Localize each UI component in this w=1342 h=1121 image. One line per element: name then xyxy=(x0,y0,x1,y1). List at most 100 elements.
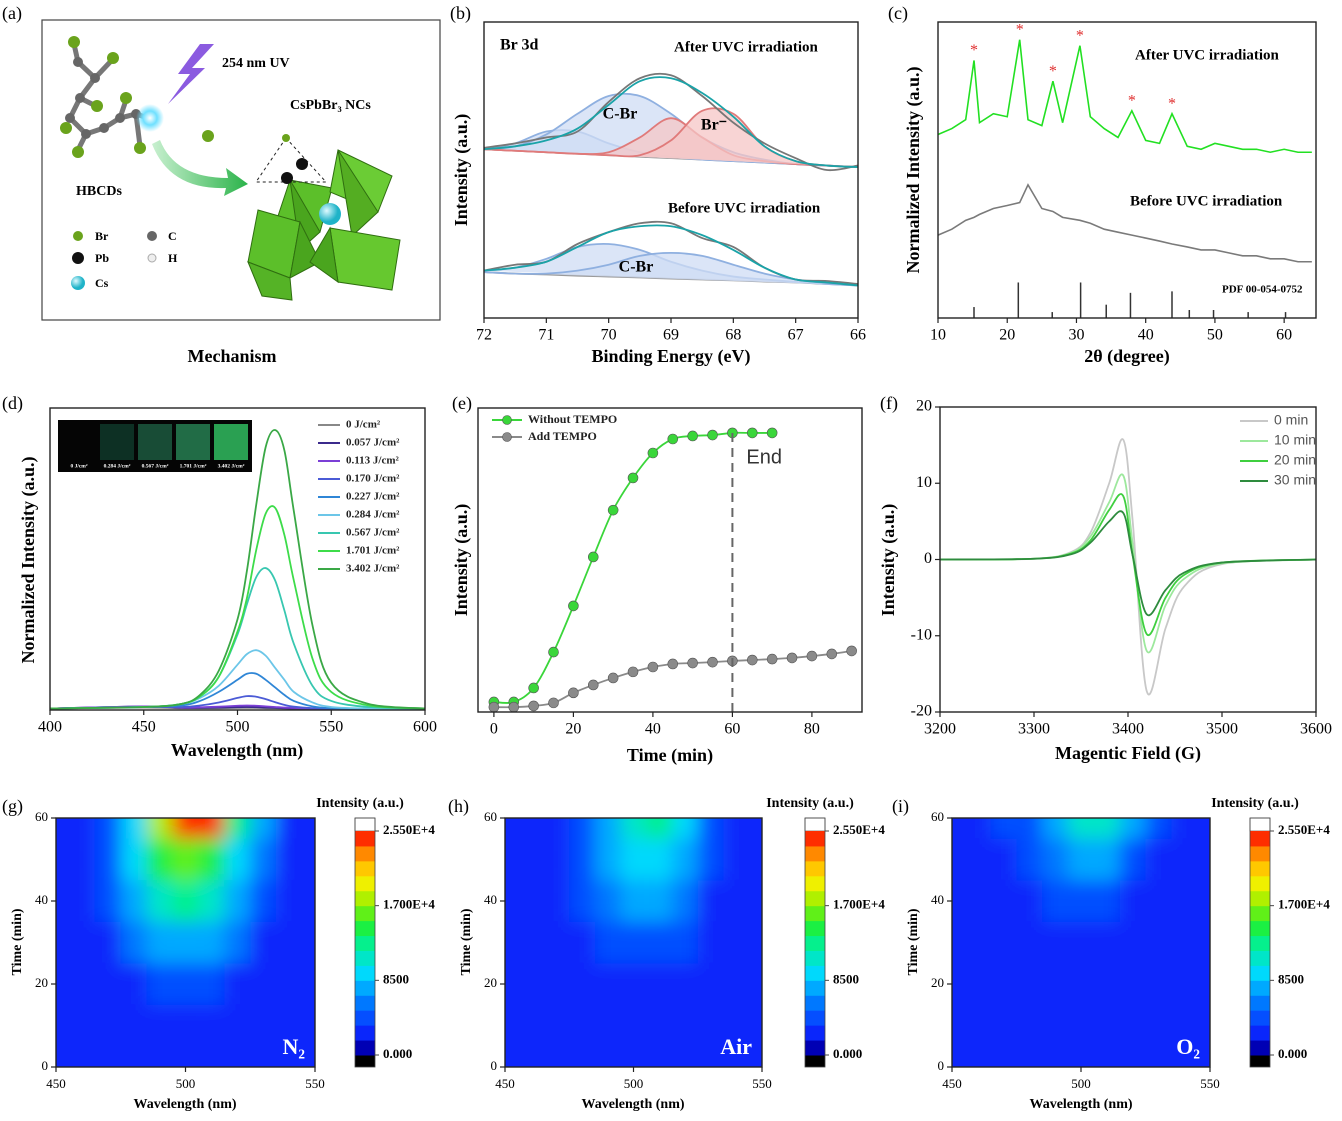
heatmap-cell xyxy=(250,838,277,881)
heatmap-cell xyxy=(672,963,698,1005)
heatmap-cell xyxy=(120,838,147,881)
colorbar-tick-label: 2.550E+4 xyxy=(383,822,435,837)
x-tick-label: 20 xyxy=(565,721,581,738)
x-axis-label: Wavelength (nm) xyxy=(133,1097,236,1112)
x-tick-label: 67 xyxy=(788,327,804,344)
heatmap-cell xyxy=(250,963,277,1005)
heatmap-cell xyxy=(68,921,95,964)
heatmap-cell xyxy=(1016,1046,1043,1067)
condition-label: O₂ xyxy=(1176,1034,1200,1059)
x-tick-label: 550 xyxy=(319,719,343,736)
heatmap-cell xyxy=(1042,1046,1069,1067)
heatmap-cell xyxy=(68,1046,95,1067)
heatmap-cell xyxy=(952,1004,965,1047)
heatmap-cell xyxy=(120,1046,147,1067)
heatmap-cell xyxy=(1145,1046,1172,1067)
inset-label: 0 J/cm² xyxy=(70,463,87,469)
inset-sample xyxy=(214,424,248,460)
heatmap-cell xyxy=(224,818,251,839)
colorbar-tick-label: 2.550E+4 xyxy=(833,822,885,837)
heatmap-cell xyxy=(964,838,991,881)
heatmap-cell xyxy=(723,838,750,881)
heatmap-cell xyxy=(1093,838,1120,881)
x-axis-label: Magentic Field (G) xyxy=(1055,743,1201,764)
heatmap-cell xyxy=(172,818,199,839)
uv-label: 254 nm UV xyxy=(222,56,290,71)
caption: Mechanism xyxy=(188,346,277,366)
heatmap-cell xyxy=(749,838,762,881)
heatmap-cell xyxy=(569,963,595,1005)
heatmap-cell xyxy=(620,838,647,881)
y-tick-label: -20 xyxy=(911,703,932,720)
y-tick-label: 20 xyxy=(35,975,48,990)
heatmap-cell xyxy=(1119,880,1146,922)
heatmap-cell xyxy=(964,1004,991,1047)
data-point xyxy=(766,427,778,439)
x-tick-label: 72 xyxy=(476,327,492,344)
heatmap-cell xyxy=(646,880,673,922)
series-line xyxy=(937,39,1312,154)
heatmap-cell xyxy=(1042,880,1069,922)
colorbar-band xyxy=(355,965,375,981)
heatmap-cell xyxy=(517,921,544,964)
heatmap-cell xyxy=(697,1046,724,1067)
colorbar-tick-label: 1.700E+4 xyxy=(1278,897,1330,912)
data-point xyxy=(746,654,758,666)
colorbar-tick-label: 8500 xyxy=(383,971,409,986)
colorbar-tick-label: 2.550E+4 xyxy=(1278,822,1330,837)
heatmap-cell xyxy=(517,880,544,922)
colorbar-frame xyxy=(804,817,826,1068)
panel-label: (c) xyxy=(888,3,908,24)
heatmap-cell xyxy=(1145,818,1172,839)
colorbar-band xyxy=(355,875,375,892)
heatmap-cell xyxy=(1145,880,1172,922)
heatmap-cell xyxy=(749,921,762,964)
heatmap-cell xyxy=(172,921,199,964)
legend-label: 0 J/cm² xyxy=(346,419,381,431)
heatmap-cell xyxy=(250,818,277,839)
y-tick-label: 60 xyxy=(484,809,497,824)
inset-label: 0.567 J/cm² xyxy=(142,463,169,469)
heatmap-cell xyxy=(646,1046,673,1067)
colorbar-band xyxy=(355,890,375,907)
colorbar-tick-label: 8500 xyxy=(1278,971,1304,986)
annotation: Before UVC irradiation xyxy=(1130,193,1283,209)
panel-label: (h) xyxy=(448,796,469,817)
legend-label: 0.567 J/cm² xyxy=(346,527,400,539)
heatmap-cell xyxy=(723,921,750,964)
annotation: After UVC irradiation xyxy=(1135,47,1280,63)
series-line xyxy=(483,76,859,168)
y-tick-label: 20 xyxy=(931,975,944,990)
arrow xyxy=(152,140,248,196)
peak-marker: * xyxy=(1128,92,1136,109)
heatmap-cell xyxy=(697,818,724,839)
heatmap-cell xyxy=(569,1004,595,1047)
heatmap-cell xyxy=(1119,818,1146,839)
heatmap-cell xyxy=(1197,963,1210,1005)
uv-bolt xyxy=(168,44,214,104)
heatmap-cell xyxy=(94,1046,121,1067)
heatmap-cell xyxy=(1171,1046,1198,1067)
x-axis-label: Wavelength (nm) xyxy=(171,740,304,761)
heatmap-cell xyxy=(250,1046,277,1067)
annotation: Before UVC irradiation xyxy=(668,200,821,216)
data-point xyxy=(647,447,659,459)
heatmap-cell xyxy=(224,963,251,1005)
y-axis-label: Time (min) xyxy=(906,908,921,975)
heatmap-cell xyxy=(146,1046,173,1067)
data-point xyxy=(667,658,679,670)
x-tick-label: 450 xyxy=(46,1076,66,1091)
colorbar-band xyxy=(805,1040,825,1056)
data-point xyxy=(707,656,718,668)
heatmap-cell xyxy=(952,963,965,1005)
heatmap-cell xyxy=(56,838,69,881)
heatmap-cell xyxy=(505,818,518,839)
heatmap-cell xyxy=(68,880,95,922)
y-tick-label: 60 xyxy=(35,809,48,824)
inset-sample xyxy=(138,424,172,460)
heatmap-cell xyxy=(517,818,544,839)
heatmap xyxy=(505,818,762,1067)
heatmap-cell xyxy=(990,963,1017,1005)
colorbar-band xyxy=(1250,875,1270,892)
heatmap-cell xyxy=(198,1046,225,1067)
